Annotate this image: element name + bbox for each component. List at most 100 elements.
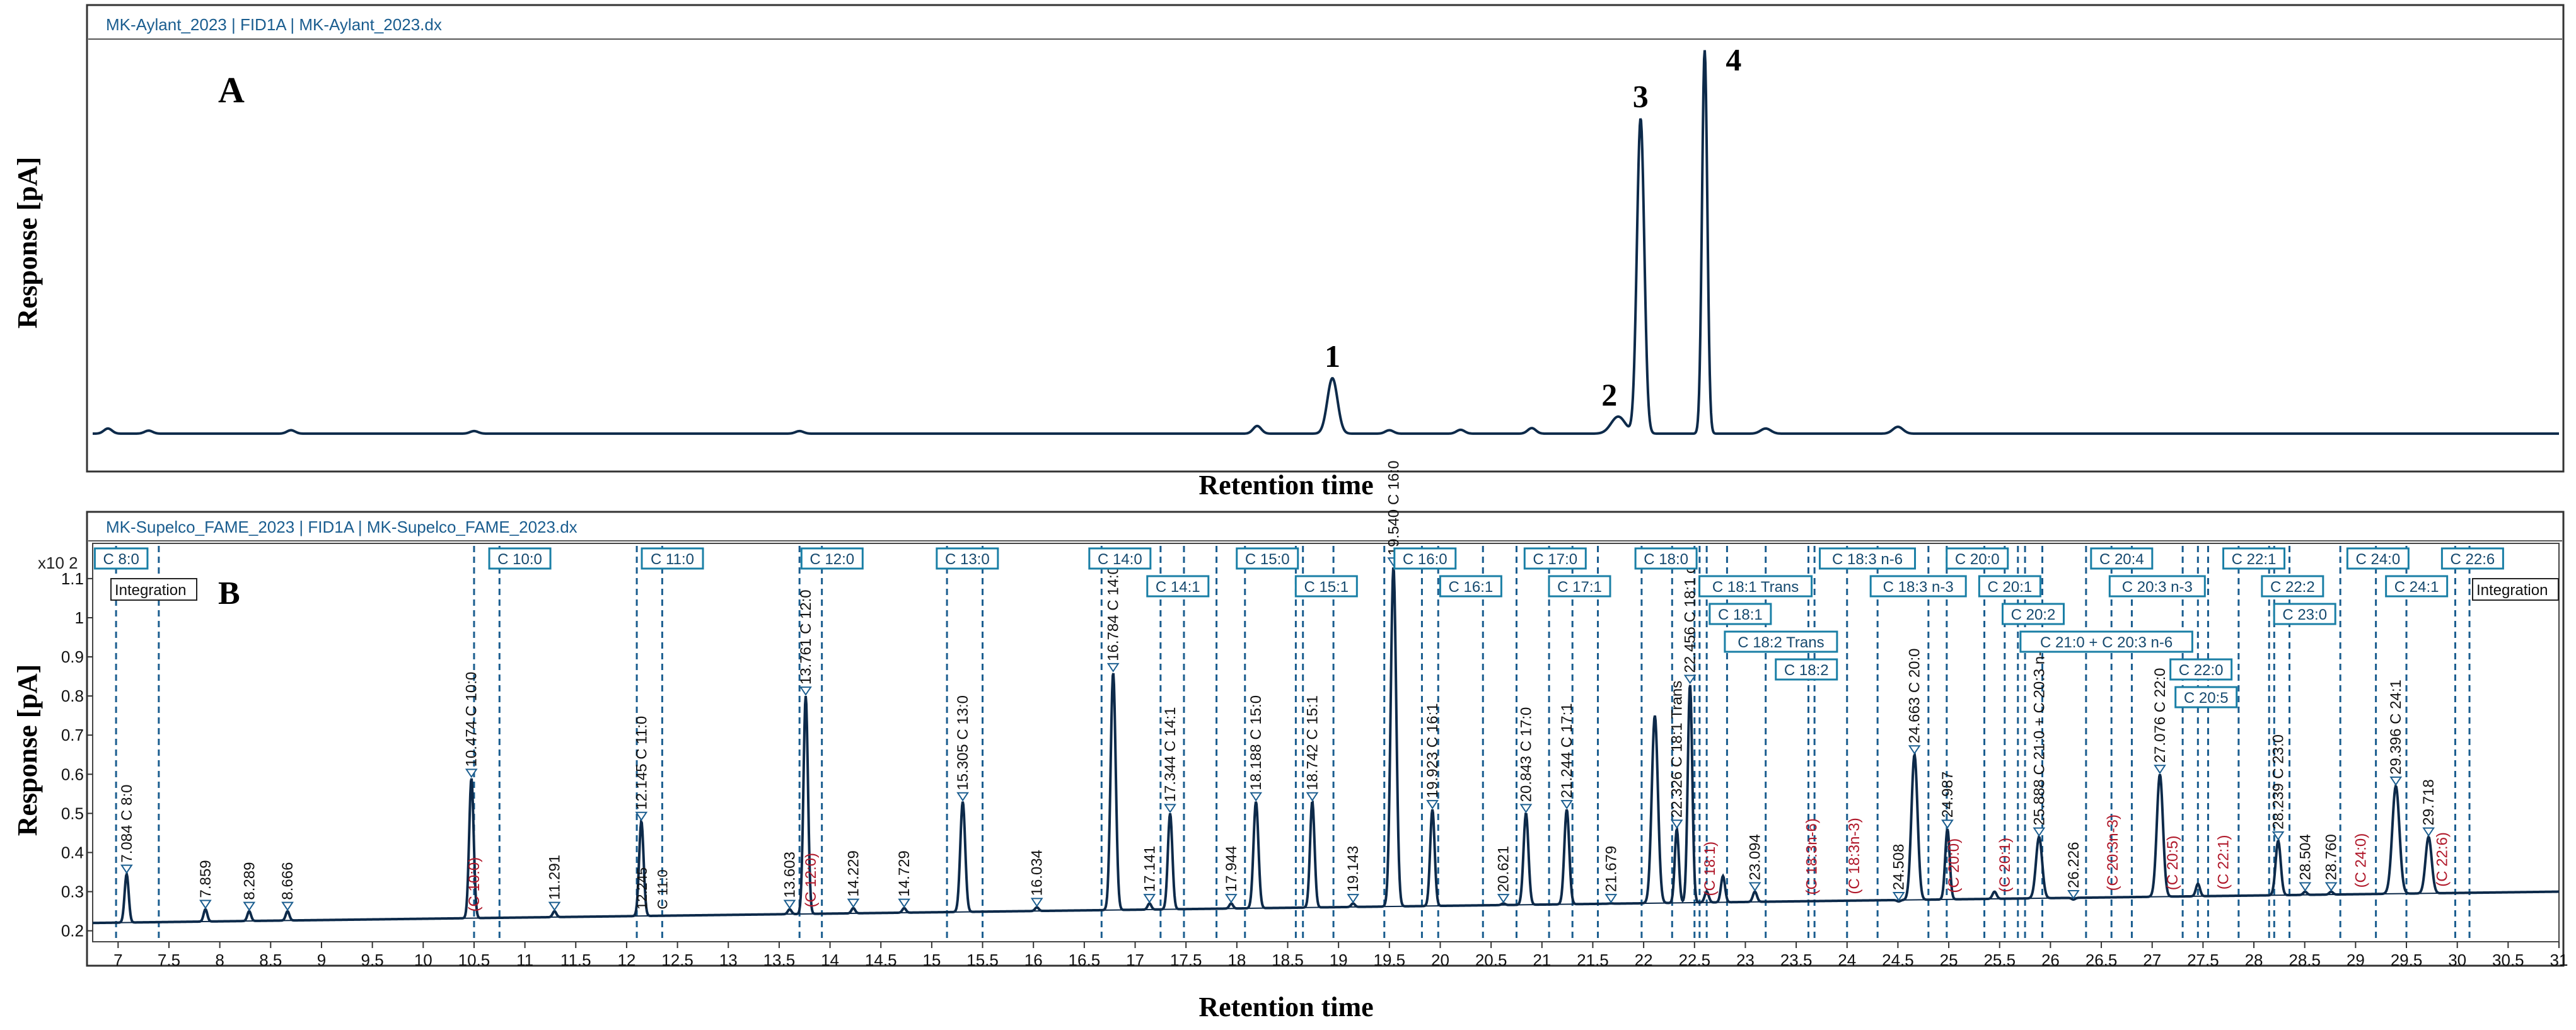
peak-marker-25.888: 25.888 C 21:0 + C 20:3 n-6 [2031,642,2048,837]
compound-box-c-18-0[interactable]: C 18:0 [1634,547,1698,570]
peak-rt-label: 17.141 [1141,846,1158,892]
compound-box-label: C 12:0 [809,551,854,568]
compound-box-frame [1236,547,1299,570]
compound-box-c-20-0[interactable]: C 20:0 [1946,547,2009,570]
peak-marker-21.679: 21.679 [1603,846,1620,903]
compound-box-c-22-0[interactable]: C 22:0 [2169,658,2233,681]
panel-b-compound-boxes: C 8:0 C 10:0 C 11:0 C 12:0 C 13:0 C 14:0 C 14:… [93,547,2504,709]
compound-box-label: C 17:1 [1557,579,1602,596]
y-tick-label: 0.2 [61,922,84,940]
peak-rt-label: 7.859 [197,860,214,898]
peak-triangle [847,898,860,908]
compound-box-c-15-1[interactable]: C 15:1 [1294,575,1358,598]
peak-triangle [281,901,294,911]
compound-box-label: C 17:0 [1533,551,1577,568]
panel-a-ylabel: Response [pA] [12,157,43,329]
peak-triangle [120,864,133,874]
x-tick-label: 9 [317,951,326,969]
compound-box-c-15-0[interactable]: C 15:0 [1236,547,1299,570]
peak-rt-label: 18.188 C 15:0 [1248,695,1265,790]
compound-box-c-20-4[interactable]: C 20:4 [2090,547,2154,570]
compound-box-c-20-3-n-3[interactable]: C 20:3 n-3 [2108,575,2206,598]
peak-triangle [2067,889,2080,900]
peak-triangle [465,768,478,778]
peak-rt-label: 14.229 [845,850,862,896]
x-tick-label: 14.5 [865,951,897,969]
compound-box-c-18-2-trans[interactable]: C 18:2 Trans [1724,630,1838,653]
compound-box-c-24-1[interactable]: C 24:1 [2385,575,2449,598]
compound-box-c-22-6[interactable]: C 22:6 [2440,547,2504,570]
x-tick-label: 11 [516,951,533,969]
peak-marker-27.076: 27.076 C 22:0 [2152,668,2169,775]
compound-box-c-17-0[interactable]: C 17:0 [1523,547,1587,570]
compound-box-label: C 23:0 [2282,606,2327,623]
compound-box-c-18-2[interactable]: C 18:2 [1775,658,1838,681]
compound-box-c-24-0[interactable]: C 24:0 [2346,547,2410,570]
compound-box-frame [2108,575,2206,598]
x-tick-label: 21.5 [1577,951,1609,969]
compound-box-label: C 14:1 [1156,579,1200,596]
peak-triangle [1030,898,1043,908]
peak-marker-16.784: 16.784 C 14:0 [1105,566,1122,673]
peak-marker-14.229: 14.229 [845,850,862,908]
compound-box-c-17-1[interactable]: C 17:1 [1548,575,1611,598]
compound-box-frame [1634,547,1698,570]
compound-box-frame [1548,575,1611,598]
compound-box-c-11-0[interactable]: C 11:0 [641,547,704,570]
peak-rt-label: 12.145 C 11:0 [633,716,650,810]
peak-marker-8.666: 8.666 [279,862,296,911]
peak-triangle [799,686,812,696]
compound-box-label: C 13:0 [945,551,990,568]
peak-triangle [2033,827,2046,837]
peak-rt-label: 19.923 C 16:1 [1424,703,1441,798]
peak-rt-label: 8.289 [241,862,258,900]
panel-b-axes: 7 7.5 8 8.5 9 9.5 10 10.5 11 11.5 12 12.5 13 13.5 14 14… [61,569,2568,969]
compound-box-c-16-0[interactable]: C 16:0 [1393,547,1457,570]
peak-marker-7.084: 7.084 C 8:0 [119,785,136,874]
compound-box-c-12-0[interactable]: C 12:0 [800,547,864,570]
compound-box-c-8-0[interactable]: C 8:0 [93,547,149,570]
compound-box-frame [1294,575,1358,598]
compound-box-c-20-2[interactable]: C 20:2 [2001,603,2065,625]
compound-box-label: C 22:6 [2451,551,2495,568]
compound-box-c-13-0[interactable]: C 13:0 [936,547,999,570]
peak-rt-label: 27.076 C 22:0 [2152,668,2169,763]
compound-box-c-20-1[interactable]: C 20:1 [1978,575,2041,598]
x-tick-label: 12 [617,951,635,969]
peak-marker-8.289: 8.289 [241,862,258,911]
compound-box-c-16-1[interactable]: C 16:1 [1439,575,1502,598]
compound-box-c-22-1[interactable]: C 22:1 [2222,547,2286,570]
compound-box-c-18-1[interactable]: C 18:1 [1709,603,1772,625]
peak-rt-label: 20.843 C 17:0 [1517,707,1535,802]
peak-rt-label: 28.239 C 23:0 [2270,734,2287,830]
compound-box-c-21-0-c-20-3-n-6[interactable]: C 21:0 + C 20:3 n-6 [2019,630,2193,653]
x-tick-label: 15.5 [966,951,999,969]
panel-a-label[interactable]: A [218,69,245,110]
compound-box-c-14-1[interactable]: C 14:1 [1146,575,1210,598]
compound-box-frame [2346,547,2410,570]
x-tick-label: 10.5 [458,951,490,969]
compound-box-c-18-1-trans[interactable]: C 18:1 Trans [1698,575,1813,598]
peak-rt-label: 14.729 [896,850,913,896]
panel-b-label[interactable]: B [218,576,240,611]
compound-box-frame [2261,575,2324,598]
compound-box-c-18-3-n-6[interactable]: C 18:3 n-6 [1819,547,1917,570]
compound-box-c-23-0[interactable]: C 23:0 [2273,603,2336,625]
compound-box-c-22-2[interactable]: C 22:2 [2261,575,2324,598]
compound-box-frame [1869,575,1967,598]
y-tick-label: 1 [75,608,84,627]
x-tick-label: 29.5 [2391,951,2423,969]
compound-box-c-10-0[interactable]: C 10:0 [488,547,552,570]
integration-label-right: Integration [2476,582,2548,599]
compound-box-c-18-3-n-3[interactable]: C 18:3 n-3 [1869,575,1967,598]
peak-marker-7.859: 7.859 [197,860,214,910]
peak-rt-label: 13.603 [782,852,799,898]
compound-box-frame [936,547,999,570]
panel-b-window-title: MK-Supelco_FAME_2023 | FID1A | MK-Supelc… [106,518,577,536]
compound-box-c-20-5[interactable]: C 20:5 [2174,686,2238,709]
compound-box-c-14-0[interactable]: C 14:0 [1088,547,1152,570]
compound-box-frame [488,547,552,570]
peak-rt-label: 16.034 [1029,850,1046,896]
compound-box-label: C 15:0 [1245,551,1290,568]
peak-rt-label: 17.944 [1223,846,1240,892]
